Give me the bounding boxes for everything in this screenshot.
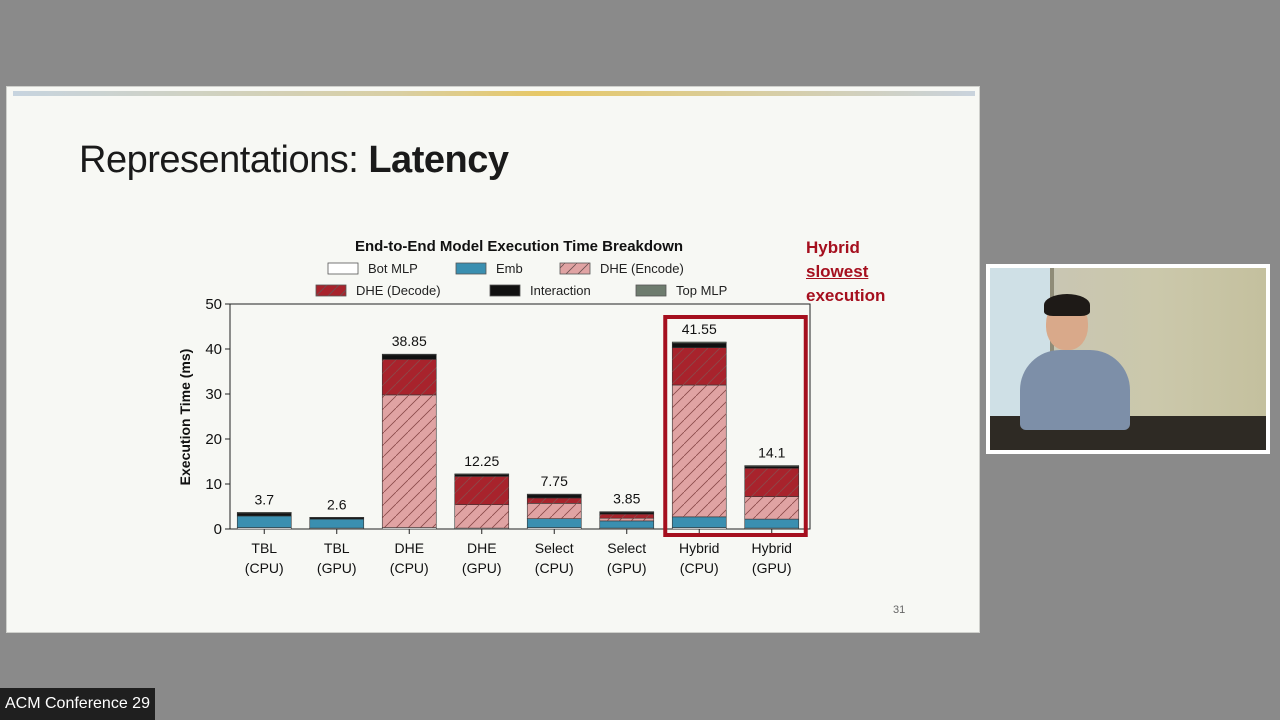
y-tick-label-5: 50 <box>205 296 222 313</box>
y-axis-label: Execution Time (ms) <box>177 349 193 486</box>
annotation-line-2: slowest <box>806 262 869 281</box>
bar-5-seg-2-hatch <box>599 518 654 521</box>
bar-1-seg-5 <box>309 516 365 519</box>
bar-total-label-4: 7.75 <box>541 473 568 489</box>
bar-6-seg-1 <box>671 516 727 528</box>
bar-total-label-1: 2.6 <box>327 496 347 512</box>
bar-7-seg-5 <box>744 465 800 467</box>
bar-7-seg-3-hatch <box>744 468 799 497</box>
bar-total-label-3: 12.25 <box>464 453 499 469</box>
x-tick-label-3-line2: (GPU) <box>462 560 502 576</box>
legend-swatch-hatch-2 <box>560 263 590 274</box>
chart-title: End-to-End Model Execution Time Breakdow… <box>355 238 683 255</box>
x-tick-label-1-line2: (GPU) <box>317 560 357 576</box>
hybrid-annotation: Hybrid slowest execution <box>806 236 926 308</box>
slide-title-regular: Representations: <box>79 139 369 181</box>
slide-title: Representations: Latency <box>79 139 509 182</box>
bar-2-seg-3-hatch <box>382 359 437 395</box>
x-tick-label-7-line1: Hybrid <box>752 540 792 556</box>
x-tick-label-4-line2: (CPU) <box>535 560 574 576</box>
legend-swatch-4 <box>489 284 521 297</box>
bar-1-seg-1 <box>309 518 365 529</box>
slide-title-bold: Latency <box>368 139 509 181</box>
legend-swatch-1 <box>455 262 487 275</box>
legend-label-0: Bot MLP <box>368 261 418 276</box>
bar-total-label-5: 3.85 <box>613 491 640 507</box>
bar-4-seg-2-hatch <box>527 503 582 519</box>
x-tick-label-2-line2: (CPU) <box>390 560 429 576</box>
annotation-line-3: execution <box>806 286 886 305</box>
x-tick-label-5-line2: (GPU) <box>607 560 647 576</box>
y-tick-label-4: 40 <box>205 341 222 358</box>
bar-2-seg-4 <box>381 354 437 360</box>
x-tick-label-1-line1: TBL <box>324 540 350 556</box>
legend-swatch-5 <box>635 284 667 297</box>
legend-label-5: Top MLP <box>676 283 727 298</box>
bar-6-seg-4 <box>671 342 727 348</box>
x-tick-label-2-line1: DHE <box>394 540 424 556</box>
hybrid-highlight-box <box>663 315 808 537</box>
legend-label-2: DHE (Encode) <box>600 261 684 276</box>
speaker-video-tile[interactable] <box>986 264 1270 454</box>
bar-6-seg-2-hatch <box>672 385 727 517</box>
bar-4-seg-4 <box>526 494 582 499</box>
participant-name-label: ACM Conference 29 <box>0 688 155 720</box>
y-tick-label-0: 0 <box>214 521 222 538</box>
speaker-hair <box>1044 294 1090 316</box>
bar-total-label-7: 14.1 <box>758 445 785 461</box>
annotation-line-1: Hybrid <box>806 238 860 257</box>
bar-3-seg-5 <box>454 473 510 475</box>
legend-swatch-hatch-3 <box>316 285 346 296</box>
bar-5-seg-3-hatch <box>599 514 654 519</box>
presentation-slide: Representations: Latency 31 <box>6 86 980 633</box>
bar-2-seg-5 <box>381 353 437 356</box>
bar-3-seg-3-hatch <box>454 476 509 505</box>
bar-4-seg-1 <box>526 518 582 528</box>
y-tick-label-1: 10 <box>205 476 222 493</box>
bar-total-label-0: 3.7 <box>255 491 275 507</box>
legend-label-4: Interaction <box>530 283 591 298</box>
bar-6-seg-3-hatch <box>672 347 727 385</box>
x-tick-label-0-line2: (CPU) <box>245 560 284 576</box>
bar-total-label-2: 38.85 <box>392 333 427 349</box>
speaker-body <box>1020 350 1130 430</box>
bar-0-seg-4 <box>236 512 292 517</box>
bar-5-seg-1 <box>599 520 655 529</box>
y-tick-label-3: 30 <box>205 386 222 403</box>
x-tick-label-3-line1: DHE <box>467 540 497 556</box>
y-tick-label-2: 20 <box>205 431 222 448</box>
x-tick-label-6-line1: Hybrid <box>679 540 719 556</box>
bar-5-seg-5 <box>599 511 655 513</box>
plot-frame <box>229 303 811 530</box>
bar-4-seg-5 <box>526 493 582 496</box>
x-tick-label-6-line2: (CPU) <box>680 560 719 576</box>
bar-7-seg-1 <box>744 518 800 529</box>
bar-6-seg-5 <box>671 341 727 344</box>
slide-page-number: 31 <box>893 604 906 616</box>
legend-label-3: DHE (Decode) <box>356 283 441 298</box>
slide-header-bar <box>13 91 975 96</box>
legend-label-1: Emb <box>496 261 523 276</box>
bar-4-seg-3-hatch <box>527 497 582 504</box>
bar-0-seg-5 <box>236 512 292 514</box>
bar-total-label-6: 41.55 <box>682 321 717 337</box>
bar-0-seg-1 <box>236 515 292 528</box>
legend-swatch-0 <box>327 262 359 275</box>
bar-7-seg-2-hatch <box>744 496 799 520</box>
x-tick-label-0-line1: TBL <box>251 540 277 556</box>
speaker-video-feed <box>990 268 1266 450</box>
bar-2-seg-2-hatch <box>382 394 437 528</box>
x-tick-label-5-line1: Select <box>607 540 646 556</box>
x-tick-label-4-line1: Select <box>535 540 574 556</box>
x-tick-label-7-line2: (GPU) <box>752 560 792 576</box>
bar-3-seg-2-hatch <box>454 504 509 529</box>
